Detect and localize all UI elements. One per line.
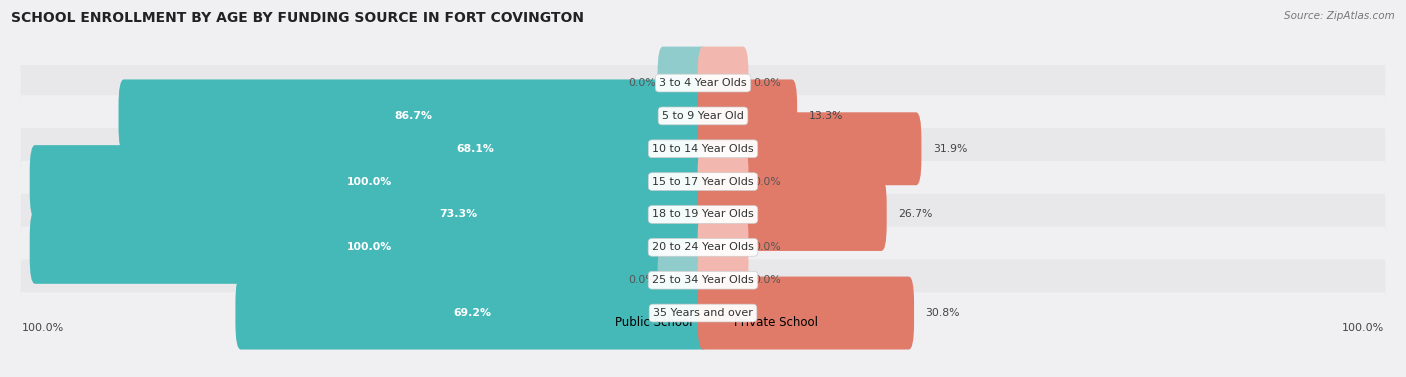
FancyBboxPatch shape xyxy=(697,178,887,251)
Text: 0.0%: 0.0% xyxy=(754,275,780,285)
FancyBboxPatch shape xyxy=(697,112,921,185)
FancyBboxPatch shape xyxy=(697,244,748,317)
FancyBboxPatch shape xyxy=(697,145,748,218)
Text: 0.0%: 0.0% xyxy=(754,78,780,88)
Text: 25 to 34 Year Olds: 25 to 34 Year Olds xyxy=(652,275,754,285)
FancyBboxPatch shape xyxy=(21,95,1385,136)
Text: 100.0%: 100.0% xyxy=(346,176,392,187)
Text: 73.3%: 73.3% xyxy=(439,210,477,219)
FancyBboxPatch shape xyxy=(697,80,797,152)
Text: SCHOOL ENROLLMENT BY AGE BY FUNDING SOURCE IN FORT COVINGTON: SCHOOL ENROLLMENT BY AGE BY FUNDING SOUR… xyxy=(11,11,585,25)
Text: 20 to 24 Year Olds: 20 to 24 Year Olds xyxy=(652,242,754,252)
FancyBboxPatch shape xyxy=(30,145,709,218)
Legend: Public School, Private School: Public School, Private School xyxy=(583,311,823,334)
FancyBboxPatch shape xyxy=(697,47,748,120)
Text: 18 to 19 Year Olds: 18 to 19 Year Olds xyxy=(652,210,754,219)
Text: 15 to 17 Year Olds: 15 to 17 Year Olds xyxy=(652,176,754,187)
Text: 26.7%: 26.7% xyxy=(898,210,932,219)
Text: 0.0%: 0.0% xyxy=(628,275,657,285)
FancyBboxPatch shape xyxy=(235,277,709,349)
FancyBboxPatch shape xyxy=(208,178,709,251)
Text: 100.0%: 100.0% xyxy=(346,242,392,252)
FancyBboxPatch shape xyxy=(21,128,1385,170)
FancyBboxPatch shape xyxy=(658,47,709,120)
Text: 86.7%: 86.7% xyxy=(395,111,433,121)
FancyBboxPatch shape xyxy=(30,211,709,284)
Text: 3 to 4 Year Olds: 3 to 4 Year Olds xyxy=(659,78,747,88)
FancyBboxPatch shape xyxy=(658,244,709,317)
Text: 100.0%: 100.0% xyxy=(21,323,63,333)
FancyBboxPatch shape xyxy=(118,80,709,152)
Text: 5 to 9 Year Old: 5 to 9 Year Old xyxy=(662,111,744,121)
Text: 100.0%: 100.0% xyxy=(1343,323,1385,333)
FancyBboxPatch shape xyxy=(243,112,709,185)
Text: 13.3%: 13.3% xyxy=(808,111,844,121)
Text: 0.0%: 0.0% xyxy=(754,242,780,252)
Text: 31.9%: 31.9% xyxy=(932,144,967,154)
Text: 0.0%: 0.0% xyxy=(628,78,657,88)
Text: 35 Years and over: 35 Years and over xyxy=(652,308,754,318)
FancyBboxPatch shape xyxy=(21,62,1385,104)
Text: 68.1%: 68.1% xyxy=(457,144,495,154)
Text: 30.8%: 30.8% xyxy=(925,308,960,318)
Text: 10 to 14 Year Olds: 10 to 14 Year Olds xyxy=(652,144,754,154)
FancyBboxPatch shape xyxy=(697,211,748,284)
FancyBboxPatch shape xyxy=(697,277,914,349)
FancyBboxPatch shape xyxy=(21,227,1385,268)
FancyBboxPatch shape xyxy=(21,194,1385,235)
Text: Source: ZipAtlas.com: Source: ZipAtlas.com xyxy=(1284,11,1395,21)
FancyBboxPatch shape xyxy=(21,292,1385,334)
Text: 69.2%: 69.2% xyxy=(453,308,491,318)
FancyBboxPatch shape xyxy=(21,161,1385,202)
FancyBboxPatch shape xyxy=(21,259,1385,301)
Text: 0.0%: 0.0% xyxy=(754,176,780,187)
